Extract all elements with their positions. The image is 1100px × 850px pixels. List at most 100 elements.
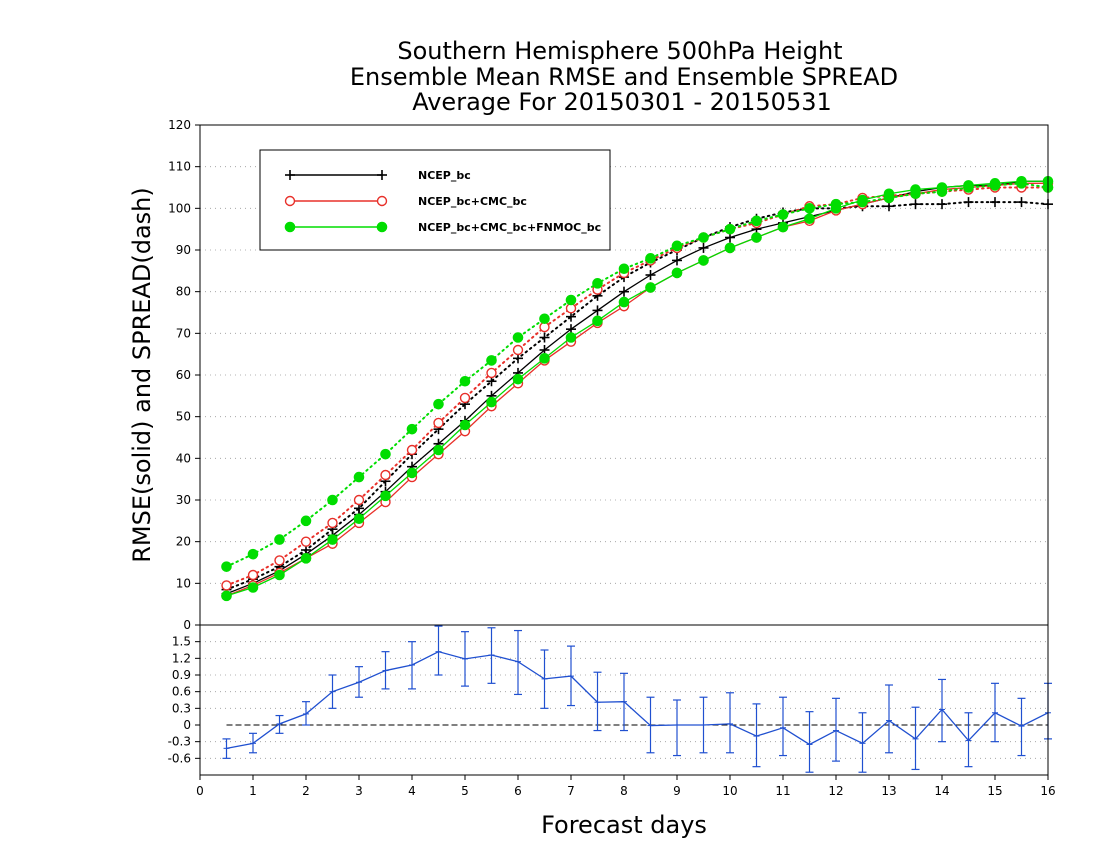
data-point-plus <box>753 733 760 740</box>
data-point-plus <box>727 720 733 727</box>
data-point-plus <box>223 745 230 752</box>
data-point-plus <box>674 722 680 728</box>
data-point-plus <box>647 722 654 729</box>
data-point-filled-circle <box>433 444 444 456</box>
data-point-filled-circle <box>989 180 1001 191</box>
upper-y-ticks: 0 10 20 30 40 50 60 70 80 90 100 110 120 <box>168 118 200 632</box>
y-tick-label: -0.3 <box>168 735 191 749</box>
lower-y-ticks: -0.6 -0.3 0 0.3 0.6 0.9 1.2 1.5 <box>168 635 200 765</box>
legend-label: NCEP_bc+CMC_bc+FNMOC_bc <box>418 221 601 234</box>
data-point-filled-circle <box>284 221 296 233</box>
x-ticks: 0 1 2 3 4 5 6 7 8 9 10 11 12 13 14 15 16 <box>196 775 1056 798</box>
data-point-filled-circle <box>751 232 762 243</box>
y-tick-label: 40 <box>176 451 191 465</box>
data-point-filled-circle <box>353 471 365 483</box>
data-point-plus <box>833 727 839 734</box>
data-point-filled-circle <box>512 373 524 385</box>
data-point-filled-circle <box>857 196 868 208</box>
data-point-filled-circle <box>751 215 762 227</box>
data-point-filled-circle <box>433 398 444 410</box>
data-point-filled-circle <box>376 221 388 233</box>
data-point-plus <box>859 740 866 747</box>
data-point-filled-circle <box>698 255 709 266</box>
data-point-plus <box>592 305 603 316</box>
data-point-filled-circle <box>247 582 259 593</box>
data-point-plus <box>435 648 442 655</box>
data-point-filled-circle <box>936 186 948 197</box>
data-point-filled-circle <box>777 221 789 233</box>
data-point-filled-circle <box>671 267 683 279</box>
data-point-filled-circle <box>380 490 391 502</box>
upper-series <box>221 175 1054 602</box>
data-point-filled-circle <box>618 296 630 308</box>
title-line-2: Ensemble Mean RMSE and Ensemble SPREAD <box>350 63 898 91</box>
data-point-filled-circle <box>459 375 471 387</box>
data-point-filled-circle <box>618 263 630 275</box>
data-point-open-circle <box>376 195 388 207</box>
data-point-plus <box>1016 197 1027 208</box>
data-point-filled-circle <box>830 198 842 210</box>
lower-series <box>222 625 1052 773</box>
data-point-plus <box>645 270 656 280</box>
y-tick-label: 50 <box>176 410 191 424</box>
data-point-plus <box>910 199 921 210</box>
y-tick-label: 0.6 <box>172 685 191 699</box>
data-point-plus <box>937 199 947 210</box>
data-point-plus <box>594 699 601 706</box>
y-tick-label: 1.2 <box>172 651 191 665</box>
y-tick-label: 90 <box>176 243 191 257</box>
data-point-filled-circle <box>698 232 709 243</box>
data-point-filled-circle <box>777 209 789 220</box>
data-point-filled-circle <box>486 355 497 366</box>
data-point-open-circle <box>459 392 471 404</box>
data-point-filled-circle <box>300 553 312 564</box>
chart-title: Southern Hemisphere 500hPa Height Ensemb… <box>350 37 898 116</box>
data-point-open-circle <box>486 367 497 379</box>
data-point-filled-circle <box>221 590 232 602</box>
x-tick-label: 11 <box>775 784 790 798</box>
data-point-filled-circle <box>486 396 497 408</box>
y-tick-label: 0 <box>183 718 191 732</box>
data-point-plus <box>965 737 972 744</box>
data-point-plus <box>488 652 495 658</box>
series-line <box>226 650 1049 749</box>
legend: NCEP_bc NCEP_bc+CMC_bc NCEP_bc+CMC_bc+FNMO… <box>259 149 611 251</box>
y-tick-label: 110 <box>168 160 191 174</box>
y-tick-label: 20 <box>176 535 191 549</box>
legend-box <box>259 149 611 251</box>
data-point-filled-circle <box>459 419 471 431</box>
data-point-plus <box>990 197 1000 208</box>
legend-item: NCEP_bc <box>285 169 471 182</box>
x-tick-label: 13 <box>881 784 896 798</box>
data-point-open-circle <box>433 417 444 429</box>
series-ncep-bc-spread <box>221 197 1053 595</box>
y-tick-label: 10 <box>176 576 191 590</box>
y-tick-label: 0.3 <box>172 701 191 715</box>
data-point-filled-circle <box>221 561 232 572</box>
x-tick-label: 16 <box>1040 784 1055 798</box>
y-axis-label: RMSE(solid) and SPREAD(dash) <box>128 187 156 563</box>
data-point-filled-circle <box>380 448 391 460</box>
data-point-plus <box>698 242 709 253</box>
lower-grid <box>200 641 1048 759</box>
y-tick-label: -0.6 <box>168 751 191 765</box>
data-point-plus <box>285 170 295 180</box>
data-point-plus <box>619 286 629 297</box>
data-point-plus <box>886 717 892 724</box>
x-tick-label: 1 <box>249 784 257 798</box>
data-point-filled-circle <box>274 534 285 545</box>
y-tick-label: 1.5 <box>172 635 191 649</box>
data-point-plus <box>992 709 998 716</box>
x-tick-label: 14 <box>934 784 949 798</box>
data-point-plus <box>462 655 468 662</box>
data-point-filled-circle <box>804 213 815 225</box>
data-point-filled-circle <box>353 513 365 525</box>
difference-series <box>222 625 1052 773</box>
data-point-filled-circle <box>247 548 259 560</box>
data-point-filled-circle <box>645 282 656 293</box>
y-tick-label: 80 <box>176 285 191 299</box>
y-tick-label: 100 <box>168 201 191 215</box>
data-point-plus <box>539 332 550 343</box>
data-point-filled-circle <box>963 182 974 193</box>
data-point-filled-circle <box>327 494 338 506</box>
